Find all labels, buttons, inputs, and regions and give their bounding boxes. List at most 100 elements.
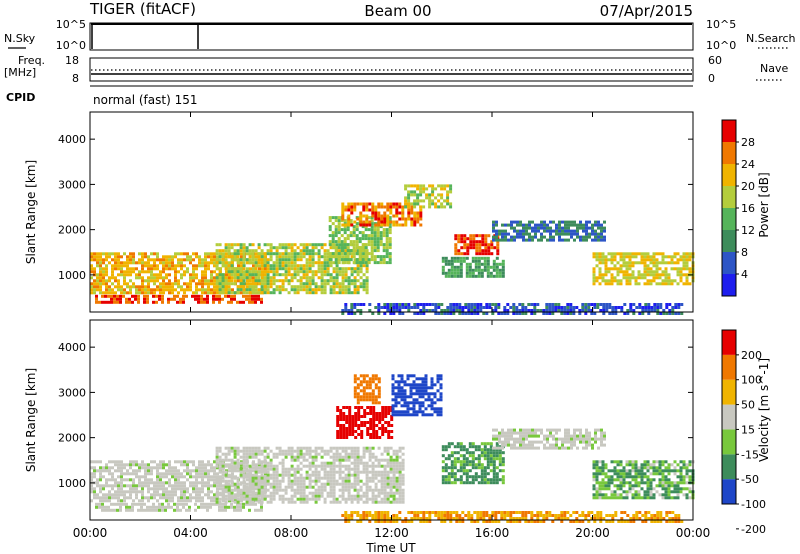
data-cell <box>340 246 344 250</box>
data-cell <box>171 469 174 473</box>
data-cell <box>189 499 192 503</box>
data-cell <box>469 234 473 238</box>
data-cell <box>380 220 384 224</box>
data-cell <box>368 398 372 402</box>
data-cell <box>449 205 453 209</box>
data-cell <box>341 482 345 486</box>
data-cell <box>255 499 258 503</box>
data-cell <box>407 214 411 218</box>
data-cell <box>159 273 162 277</box>
data-cell <box>186 478 189 482</box>
data-cell <box>365 282 369 286</box>
data-cell <box>638 306 642 309</box>
data-cell <box>165 255 168 259</box>
data-cell <box>355 228 359 232</box>
data-cell <box>368 392 372 396</box>
data-cell <box>242 291 246 295</box>
data-cell <box>373 246 377 250</box>
data-cell <box>337 252 341 256</box>
data-cell <box>114 490 117 494</box>
data-cell <box>284 497 288 501</box>
data-cell <box>581 303 585 306</box>
data-cell <box>374 211 378 215</box>
data-cell <box>365 267 369 271</box>
data-cell <box>688 267 692 271</box>
data-cell <box>176 508 179 512</box>
data-cell <box>99 252 102 256</box>
data-cell <box>447 271 451 275</box>
data-cell <box>439 395 443 399</box>
data-cell <box>296 455 300 459</box>
data-cell <box>374 377 378 381</box>
data-cell <box>632 309 636 312</box>
data-cell <box>144 481 147 485</box>
velocity-cells <box>90 374 695 523</box>
data-cell <box>296 458 300 462</box>
data-cell <box>177 291 180 295</box>
data-cell <box>195 484 198 488</box>
data-cell <box>164 505 167 509</box>
data-cell <box>391 386 395 390</box>
data-cell <box>492 478 496 482</box>
data-cell <box>381 430 385 433</box>
data-cell <box>513 226 516 230</box>
data-cell <box>483 481 487 485</box>
data-cell <box>242 279 246 283</box>
data-cell <box>206 300 209 304</box>
data-cell <box>371 479 375 483</box>
data-cell <box>454 243 458 247</box>
data-cell <box>137 297 140 301</box>
data-cell <box>129 258 132 262</box>
data-cell <box>138 466 141 470</box>
data-cell <box>302 485 306 489</box>
data-cell <box>337 246 341 250</box>
data-cell <box>463 252 467 256</box>
data-cell <box>427 398 431 402</box>
data-cell <box>490 252 494 256</box>
data-cell <box>201 279 204 283</box>
data-cell <box>123 466 126 470</box>
data-cell <box>278 488 282 492</box>
data-cell <box>221 491 225 495</box>
data-cell <box>245 273 249 277</box>
data-cell <box>218 449 222 453</box>
data-cell <box>248 479 252 483</box>
data-cell <box>418 395 422 399</box>
data-cell <box>381 424 385 427</box>
data-cell <box>428 309 432 312</box>
data-cell <box>401 476 405 480</box>
data-cell <box>380 470 384 474</box>
data-cell <box>162 460 165 464</box>
data-cell <box>269 473 273 477</box>
data-cell <box>299 270 303 274</box>
data-cell <box>108 291 111 295</box>
data-cell <box>314 270 318 274</box>
data-cell <box>299 446 303 450</box>
data-cell <box>174 478 177 482</box>
data-cell <box>233 461 237 465</box>
data-cell <box>245 482 249 486</box>
data-cell <box>195 288 198 292</box>
data-cell <box>377 491 381 495</box>
data-cell <box>380 452 384 456</box>
data-cell <box>317 497 321 501</box>
data-cell <box>239 502 242 506</box>
data-cell <box>623 303 627 306</box>
data-cell <box>452 306 456 309</box>
data-cell <box>370 216 374 220</box>
data-cell <box>143 502 146 506</box>
data-cell <box>468 451 472 455</box>
data-cell <box>152 508 155 512</box>
data-cell <box>392 205 396 209</box>
data-cell <box>299 252 303 256</box>
data-cell <box>287 452 291 456</box>
data-cell <box>198 460 201 464</box>
data-cell <box>356 446 360 450</box>
data-cell <box>302 288 306 292</box>
data-cell <box>383 211 387 215</box>
data-cell <box>481 252 485 256</box>
data-cell <box>227 479 231 483</box>
data-cell <box>221 258 225 262</box>
data-cell <box>227 505 230 509</box>
data-cell <box>543 235 546 239</box>
